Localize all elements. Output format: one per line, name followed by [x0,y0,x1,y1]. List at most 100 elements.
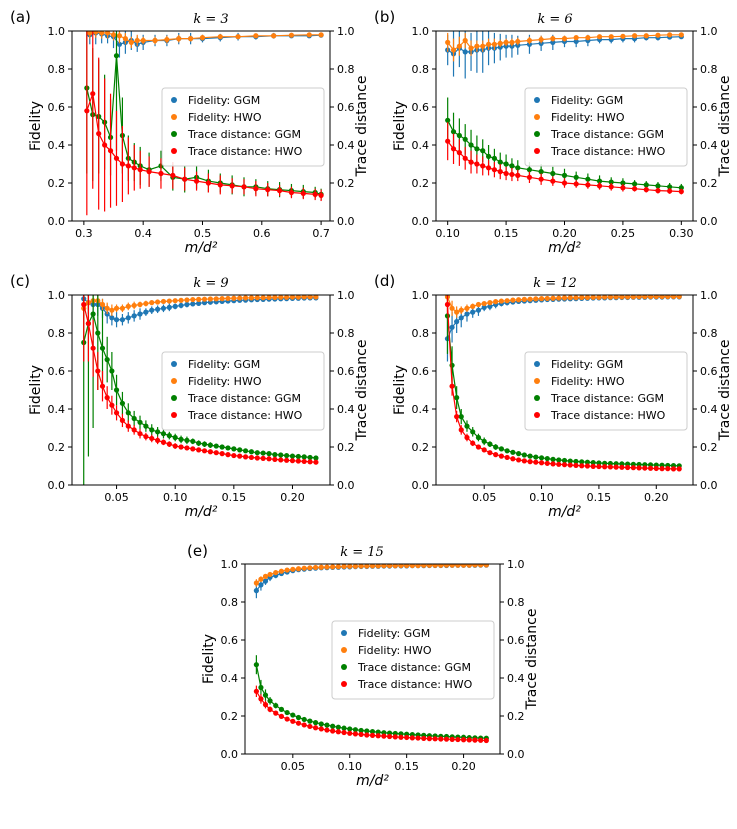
panel-c-data-point [307,295,313,300]
panel-b-data-point [573,35,579,41]
panel-d-ytick-label-right: 1.0 [700,289,718,302]
panel-c-data-point [201,448,208,454]
panel-e-data-point [295,714,302,721]
panel-c-data-point [125,303,131,309]
panel-c-data-point [125,315,131,321]
panel-d-data-point [613,464,619,470]
panel-a-legend-label: Fidelity: GGM [188,94,260,107]
panel-c-xtick-label: 0.15 [222,491,247,504]
panel-e-data-point [375,729,381,735]
panel-a-data-point [217,34,223,40]
panel-b-plot-area [445,31,684,195]
panel-c-data-point [125,410,131,416]
panel-d-data-point [498,298,504,304]
panel-d-data-point [521,296,527,302]
panel-c-data-point [131,302,137,309]
panel-c-data-point [160,305,167,311]
panel-b-data-point [526,174,533,180]
panel-b-data-point [608,34,614,40]
panel-d-data-point [481,304,487,310]
panel-e-data-point [347,726,353,732]
panel-d-data-point [567,458,573,464]
panel-e-legend-marker [341,647,347,653]
panel-c-data-point [155,299,161,305]
panel-a-data-point [205,180,212,186]
panel-b-ytick-label-right: 0.4 [700,139,718,152]
panel-d-data-point [584,459,591,465]
panel-c-data-point [295,295,301,300]
panel-b-data-point [462,49,468,55]
panel-c-data-point [248,449,255,455]
panel-a-legend-marker [171,97,177,103]
panel-c-axes-frame [71,294,331,486]
panel-c-legend-marker [171,395,177,401]
panel-b-data-point [497,159,503,165]
panel-e-data-point [262,692,269,698]
panel-e-data-point [312,725,319,731]
panel-d-letter: (d) [374,272,395,290]
panel-c-data-point [225,452,231,458]
panel-a-data-point [122,36,128,42]
panel-c-xtick-label: 0.20 [280,491,305,504]
panel-a-legend-marker [171,131,177,137]
panel-d-ytick-label-left: 0.8 [412,327,430,340]
panel-c-data-point [81,301,87,308]
panel-c-data-point [231,295,237,301]
panel-c-data-point [301,454,307,460]
panel-d-data-point [556,457,562,463]
panel-b-data-point [678,185,684,191]
panel-d-y2label: Trace distance [717,340,733,442]
panel-b-data-point [450,129,457,135]
panel-d-data-point [550,295,556,301]
panel-d-data-point [487,450,493,456]
panel-e-data-point [483,737,489,744]
panel-d-data-point [481,438,487,444]
panel-b-ylabel: Fidelity [392,101,408,151]
panel-c-ytick-label-right: 0.4 [337,403,355,416]
panel-e-data-point [253,662,259,668]
panel-d-data-point [493,452,499,458]
panel-c-data-point [196,296,202,302]
panel-b-data-point [678,32,684,38]
panel-b-data-point [480,43,486,49]
panel-e-data-point [262,578,269,584]
panel-d-data-point [538,296,545,302]
panel-b-ytick-label-left: 0.0 [412,215,430,228]
panel-c-data-point [178,436,184,442]
panel-c-legend-label: Trace distance: GGM [187,392,301,405]
panel-d-data-point [561,462,568,468]
panel-c-data-point [284,295,290,300]
panel-c-data-point [143,423,149,429]
panel-c-data-point [313,455,319,461]
panel-d-plot-area [444,295,682,472]
panel-d-legend-marker [534,395,540,401]
panel-b-data-point [509,39,515,46]
panel-e-data-point [449,736,455,742]
panel-a-data-point [318,192,324,198]
panel-e-data-point [426,564,433,568]
panel-d-data-point [493,299,499,305]
panel-d-data-point [454,414,460,420]
panel-a-data-point [107,148,114,154]
panel-b-data-point [450,47,457,53]
panel-d-data-point [579,459,585,465]
panel-a-data-point [125,163,131,169]
panel-d-data-point [670,466,677,472]
panel-d-legend-label: Trace distance: HWO [550,409,666,422]
panel-e-data-point [369,564,376,569]
panel-d-data-point [556,461,562,467]
panel-c-data-point [109,368,115,374]
panel-c-data-point [307,459,313,465]
panel-b-xlabel: m/d² [548,240,581,256]
panel-a-legend-label: Fidelity: HWO [188,111,262,124]
panel-e-data-point [318,564,324,570]
panel-b-legend-label: Trace distance: GGM [550,128,664,141]
panel-e-data-point [409,735,415,741]
panel-a-data-point [193,178,200,184]
panel-d-data-point [498,446,504,452]
panel-c-ytick-label-left: 1.0 [48,289,66,302]
panel-d-data-point [510,449,516,455]
panel-c-data-point [172,434,178,441]
panel-c-data-point [104,357,110,363]
panel-b-legend-marker [534,114,540,120]
